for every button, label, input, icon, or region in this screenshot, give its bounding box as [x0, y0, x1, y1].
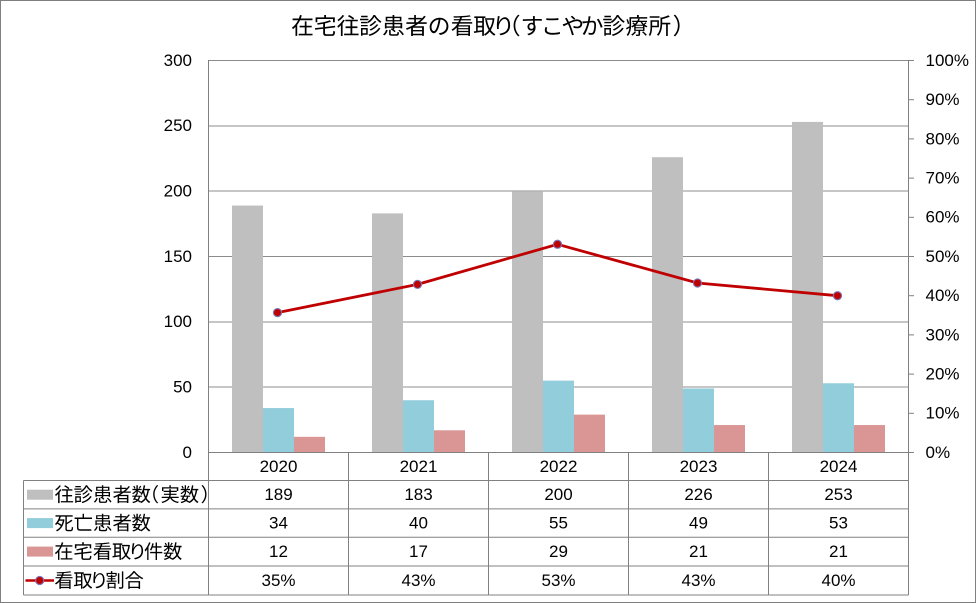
svg-text:2021: 2021	[400, 457, 438, 476]
svg-text:17: 17	[409, 542, 428, 561]
svg-text:43%: 43%	[681, 571, 715, 590]
svg-text:30%: 30%	[926, 325, 960, 344]
svg-text:150: 150	[164, 247, 192, 266]
svg-text:60%: 60%	[926, 208, 960, 227]
svg-text:49: 49	[689, 514, 708, 533]
svg-text:21: 21	[829, 542, 848, 561]
svg-text:70%: 70%	[926, 169, 960, 188]
svg-text:43%: 43%	[401, 571, 435, 590]
svg-text:300: 300	[164, 51, 192, 70]
svg-text:10%: 10%	[926, 404, 960, 423]
svg-text:183: 183	[404, 485, 432, 504]
svg-text:80%: 80%	[926, 129, 960, 148]
svg-text:90%: 90%	[926, 90, 960, 109]
svg-text:200: 200	[164, 182, 192, 201]
svg-text:20%: 20%	[926, 365, 960, 384]
svg-text:40%: 40%	[821, 571, 855, 590]
svg-text:55: 55	[549, 514, 568, 533]
svg-text:21: 21	[689, 542, 708, 561]
svg-text:250: 250	[164, 116, 192, 135]
svg-text:40%: 40%	[926, 286, 960, 305]
svg-text:53: 53	[829, 514, 848, 533]
svg-text:12: 12	[269, 542, 288, 561]
svg-text:2020: 2020	[260, 457, 298, 476]
svg-text:100%: 100%	[926, 51, 969, 70]
svg-text:2024: 2024	[820, 457, 858, 476]
svg-text:29: 29	[549, 542, 568, 561]
svg-text:40: 40	[409, 514, 428, 533]
svg-text:0: 0	[183, 443, 192, 462]
svg-text:0%: 0%	[926, 443, 951, 462]
svg-text:2022: 2022	[540, 457, 578, 476]
svg-text:2023: 2023	[680, 457, 718, 476]
svg-text:50%: 50%	[926, 247, 960, 266]
svg-text:50: 50	[173, 378, 192, 397]
svg-text:200: 200	[544, 485, 572, 504]
svg-text:53%: 53%	[541, 571, 575, 590]
svg-text:189: 189	[264, 485, 292, 504]
svg-text:35%: 35%	[261, 571, 295, 590]
svg-text:253: 253	[824, 485, 852, 504]
svg-text:34: 34	[269, 514, 288, 533]
svg-text:100: 100	[164, 312, 192, 331]
svg-text:226: 226	[684, 485, 712, 504]
